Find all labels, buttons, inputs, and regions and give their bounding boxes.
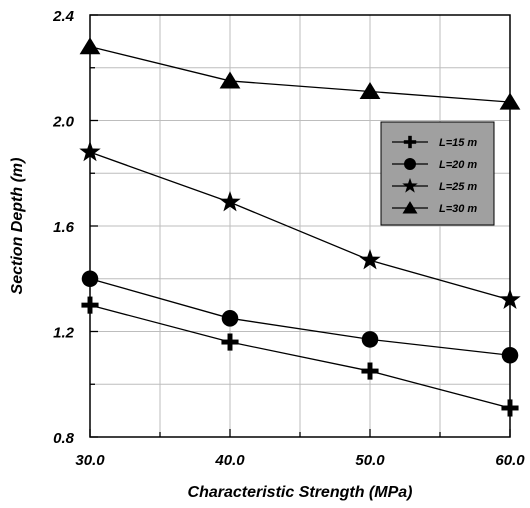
grid [90, 15, 510, 437]
x-tick-label: 40.0 [214, 452, 245, 469]
data-point-plus [361, 362, 379, 380]
x-tick-label: 30.0 [75, 452, 105, 469]
legend-marker-triangle [402, 201, 418, 214]
series-line [89, 151, 511, 301]
legend-marker-plus [403, 135, 417, 149]
legend-marker-circle [404, 158, 416, 170]
data-point-star [359, 249, 381, 270]
legend-label: L=15 m [439, 137, 477, 149]
ticks: 30.0 40.0 50.0 60.0 0.8 1.2 1.6 2.0 2.4 [52, 8, 525, 469]
legend-label: L=25 m [439, 181, 477, 193]
legend-marker-star [402, 177, 418, 193]
data-point-star [219, 191, 241, 212]
legend-label: L=30 m [439, 203, 477, 215]
data-point-triangle [219, 71, 241, 89]
data-point-circle [361, 331, 379, 348]
x-tick-label: 60.0 [495, 452, 525, 469]
data-point-triangle [359, 82, 381, 100]
y-tick-label: 0.8 [53, 430, 75, 447]
x-tick-label: 50.0 [355, 452, 385, 469]
legend-label: L=20 m [439, 159, 477, 171]
series-line [89, 278, 511, 356]
y-tick-label: 2.4 [52, 8, 75, 25]
y-axis-title: Section Depth (m) [9, 158, 26, 295]
y-tick-label: 2.0 [52, 114, 75, 131]
series-line [89, 304, 511, 409]
series-line [89, 46, 511, 103]
x-axis-title: Characteristic Strength (MPa) [188, 484, 413, 501]
data-point-plus [221, 333, 239, 351]
y-tick-label: 1.2 [53, 325, 75, 342]
y-tick-label: 1.6 [53, 219, 75, 236]
data-point-circle [221, 310, 239, 327]
legend: L=15 m L=20 m L=25 m L=30 m [380, 121, 495, 226]
